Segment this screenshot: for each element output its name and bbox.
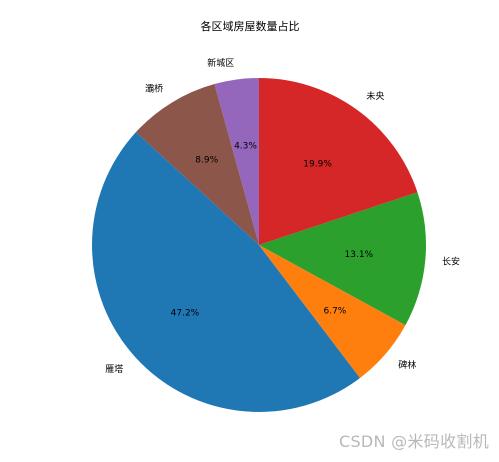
pie-slice-pct-label-3: 6.7%	[323, 306, 346, 316]
pie-slices	[92, 78, 426, 412]
pie-labels: 4.3% 新城区 8.9% 灞桥 47.2% 雁塔 6.7% 碑林 13.1% 长安 19.9% 未央	[105, 57, 460, 375]
pie-slice-category-label-3: 碑林	[398, 359, 416, 371]
pie-slice-3	[259, 245, 406, 378]
pie-slice-2	[92, 132, 361, 412]
pie-slice-category-label-4: 长安	[442, 255, 460, 267]
pie-slice-category-label-1: 灞桥	[145, 82, 163, 94]
chart-title: 各区域房屋数量占比	[201, 19, 300, 33]
pie-slice-pct-label-1: 8.9%	[195, 156, 218, 166]
pie-slice-0	[214, 78, 259, 245]
pie-slice-pct-label-2: 47.2%	[171, 309, 200, 319]
pie-slice-pct-label-4: 13.1%	[345, 250, 374, 260]
pie-slice-category-label-5: 未央	[366, 90, 384, 102]
pie-slice-5	[259, 78, 418, 245]
pie-slice-4	[259, 192, 426, 326]
pie-slice-category-label-0: 新城区	[207, 57, 234, 69]
pie-slice-pct-label-0: 4.3%	[234, 142, 257, 152]
pie-slice-category-label-2: 雁塔	[105, 363, 123, 375]
pie-slice-1	[135, 84, 259, 245]
watermark-text: CSDN @米码收割机	[338, 432, 489, 451]
pie-slice-pct-label-5: 19.9%	[303, 160, 332, 170]
